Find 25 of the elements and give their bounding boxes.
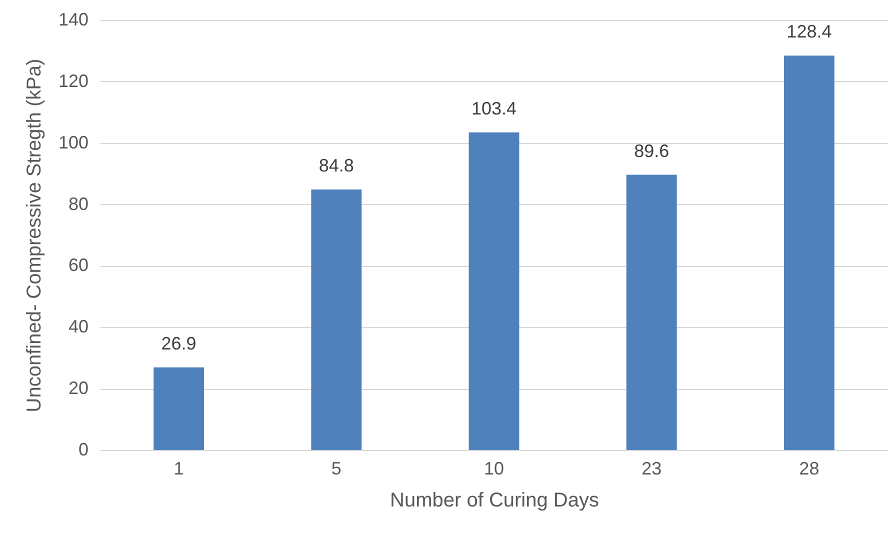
- data-label: 128.4: [786, 22, 832, 42]
- y-tick-label: 140: [58, 10, 88, 30]
- y-axis-title: Unconfined- Compressive Stregth (kPa): [23, 58, 46, 412]
- y-tick-label: 40: [68, 316, 88, 337]
- data-label: 84.8: [318, 156, 354, 176]
- x-tick-label: 1: [174, 458, 184, 478]
- data-label: 103.4: [471, 98, 517, 118]
- y-tick-label: 0: [78, 440, 88, 460]
- x-axis-title: Number of Curing Days: [390, 490, 599, 512]
- bar: [784, 56, 834, 450]
- bar: [154, 367, 204, 450]
- y-tick-label: 120: [58, 70, 88, 91]
- x-tick-label: 28: [799, 458, 820, 478]
- x-tick-label: 10: [484, 458, 504, 478]
- y-tick-label: 80: [68, 194, 88, 214]
- bar: [311, 190, 362, 450]
- y-tick-label: 100: [58, 132, 88, 152]
- y-tick-label: 60: [68, 255, 88, 276]
- data-label: 89.6: [634, 140, 670, 161]
- bar: [468, 132, 520, 450]
- y-tick-label: 20: [68, 378, 88, 398]
- x-tick-label: 23: [642, 458, 662, 478]
- bar: [626, 174, 677, 450]
- data-label: 26.9: [161, 333, 196, 354]
- x-tick-label: 5: [331, 458, 342, 478]
